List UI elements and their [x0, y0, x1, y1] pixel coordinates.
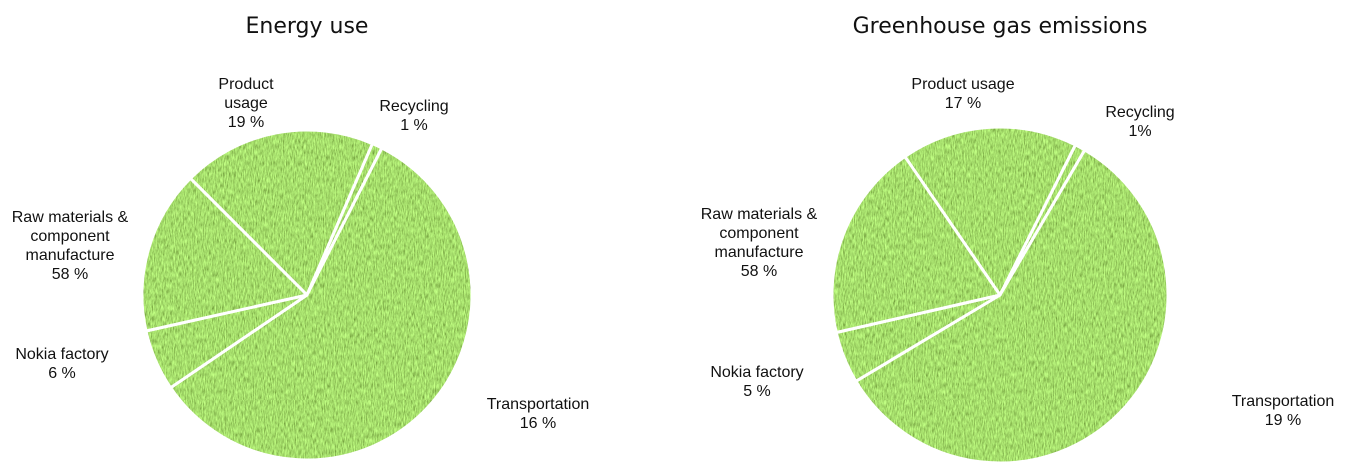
chart-title: Greenhouse gas emissions: [852, 14, 1148, 39]
pie-slice: [903, 125, 1077, 297]
slice-value: 6 %: [48, 365, 76, 382]
slice-value: 5 %: [743, 383, 771, 400]
slice-value: 19 %: [227, 114, 265, 131]
pie-slice: [188, 128, 375, 297]
slice-value: 19 %: [1264, 412, 1302, 429]
slice-value: 1 %: [400, 117, 428, 134]
slice-name: Transportation: [486, 396, 590, 413]
slice-label: Nokia factory 6 %: [0, 345, 132, 383]
slice-value: 17 %: [944, 95, 982, 112]
pie-slice: [140, 176, 309, 333]
slice-name: Product usage: [218, 76, 274, 112]
slice-name: Nokia factory: [710, 364, 804, 381]
slice-label: Recycling 1 %: [354, 97, 474, 135]
slice-name: Transportation: [1231, 393, 1335, 410]
slice-label: Nokia factory 5 %: [687, 363, 827, 401]
slice-value: 58 %: [51, 266, 89, 283]
slice-name: Nokia factory: [15, 346, 109, 363]
pie-slice: [169, 146, 474, 462]
slice-label: Transportation 19 %: [1218, 392, 1348, 430]
slice-value: 16 %: [519, 415, 557, 432]
pie-slice: [830, 155, 1002, 335]
slice-label: Product usage 19 %: [206, 75, 286, 132]
slice-label: Transportation 16 %: [473, 395, 603, 433]
slice-label: Product usage 17 %: [863, 75, 1063, 113]
slice-label: Recycling 1%: [1080, 103, 1200, 141]
chart-title: Energy use: [245, 14, 369, 39]
slice-name: Recycling: [1105, 104, 1175, 121]
slice-name: Raw materials & component manufacture: [700, 206, 818, 261]
slice-name: Raw materials & component manufacture: [11, 209, 129, 264]
slice-label: Raw materials & component manufacture 58 …: [0, 208, 140, 284]
pie-slice: [854, 148, 1170, 465]
slice-name: Recycling: [379, 98, 449, 115]
slice-name: Product usage: [911, 76, 1015, 93]
slice-label: Raw materials & component manufacture 58 …: [689, 205, 829, 281]
slice-value: 1%: [1128, 123, 1152, 140]
slice-value: 58 %: [740, 263, 778, 280]
